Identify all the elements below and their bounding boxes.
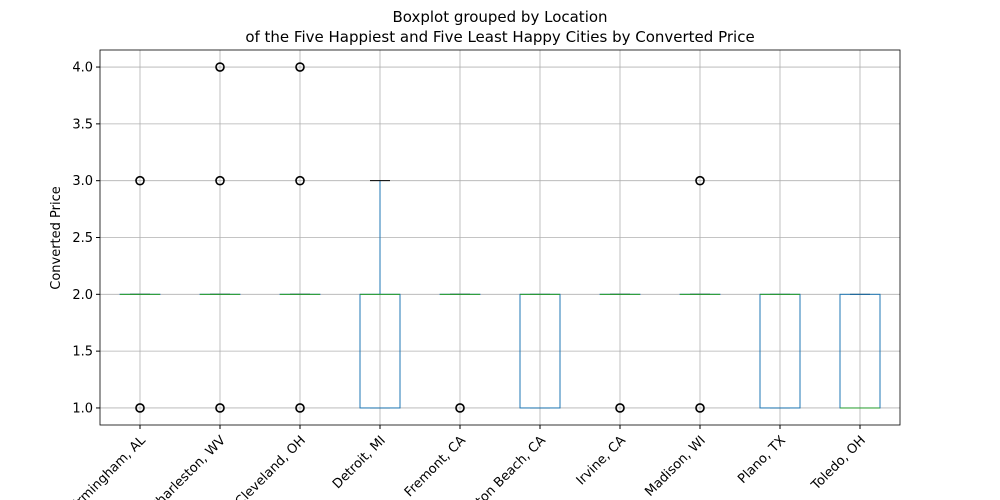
flier [215,175,225,186]
y-tick-label: 3.0 [72,174,93,189]
flier [455,403,465,413]
plot-frame [99,49,901,426]
flier [695,175,705,186]
x-tick-label: Plano, TX [735,433,789,487]
flier [295,62,305,72]
y-tick-label: 2.5 [72,231,93,246]
flier [615,403,625,413]
x-tick-label: Charleston, WV [147,433,229,500]
x-tick-label: Fremont, CA [402,433,469,500]
y-tick-label: 3.5 [72,117,93,132]
flier [215,403,225,413]
y-tick-label: 4.0 [72,61,93,76]
x-tick-label: Detroit, MI [330,433,389,492]
x-tick-label: Cleveland, OH [233,433,309,500]
flier [295,403,305,413]
y-tick-label: 1.5 [72,345,93,360]
flier [215,62,225,72]
x-tick-label: Madison, WI [642,433,708,499]
y-tick-label: 1.0 [72,401,93,416]
x-tick-label: Toledo, OH [808,433,869,494]
x-tick-label: Irvine, CA [574,433,629,488]
chart-subtitle: of the Five Happiest and Five Least Happ… [245,28,754,46]
flier [135,175,145,186]
chart-title: Boxplot grouped by Location [392,8,607,26]
flier [295,175,305,186]
flier [695,403,705,413]
y-axis-label: Converted Price [49,186,64,290]
x-tick-label: Birmingham, AL [65,433,149,500]
y-tick-label: 2.0 [72,288,93,303]
flier [135,403,145,413]
